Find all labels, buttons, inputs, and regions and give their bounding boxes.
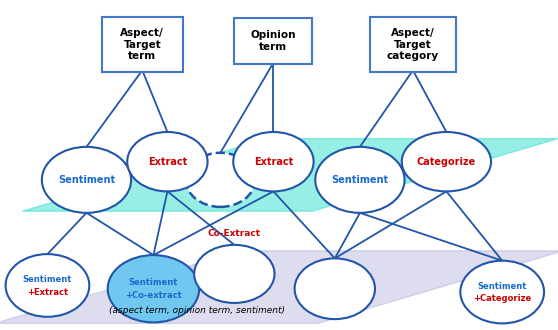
Text: Extract: Extract <box>254 157 293 167</box>
Ellipse shape <box>194 245 275 303</box>
Text: (aspect term, opinion term, sentiment): (aspect term, opinion term, sentiment) <box>109 306 285 315</box>
Text: +Co-extract: +Co-extract <box>125 291 182 300</box>
Text: Categorize: Categorize <box>417 157 476 167</box>
Ellipse shape <box>295 258 375 319</box>
Text: Sentiment: Sentiment <box>23 275 72 284</box>
Text: Extract: Extract <box>148 157 187 167</box>
FancyBboxPatch shape <box>234 18 312 64</box>
Ellipse shape <box>42 147 131 213</box>
FancyBboxPatch shape <box>102 17 183 72</box>
Text: Aspect/
Target
category: Aspect/ Target category <box>387 28 439 61</box>
Text: Sentiment: Sentiment <box>129 278 178 287</box>
Ellipse shape <box>108 255 199 322</box>
Polygon shape <box>0 251 558 323</box>
Text: Opinion
term: Opinion term <box>251 30 296 52</box>
Ellipse shape <box>402 132 491 191</box>
Text: +Categorize: +Categorize <box>473 294 531 303</box>
Ellipse shape <box>233 132 314 191</box>
Text: Sentiment: Sentiment <box>331 175 388 185</box>
Ellipse shape <box>460 261 544 323</box>
Ellipse shape <box>127 132 208 191</box>
Text: Sentiment: Sentiment <box>478 281 527 291</box>
Ellipse shape <box>186 153 255 207</box>
Polygon shape <box>22 139 558 211</box>
Text: Aspect/
Target
term: Aspect/ Target term <box>121 28 164 61</box>
Text: Sentiment: Sentiment <box>58 175 115 185</box>
Ellipse shape <box>315 147 405 213</box>
Text: Co-Extract: Co-Extract <box>208 229 261 238</box>
FancyBboxPatch shape <box>369 17 456 72</box>
Ellipse shape <box>6 254 89 317</box>
Text: +Extract: +Extract <box>27 287 68 297</box>
